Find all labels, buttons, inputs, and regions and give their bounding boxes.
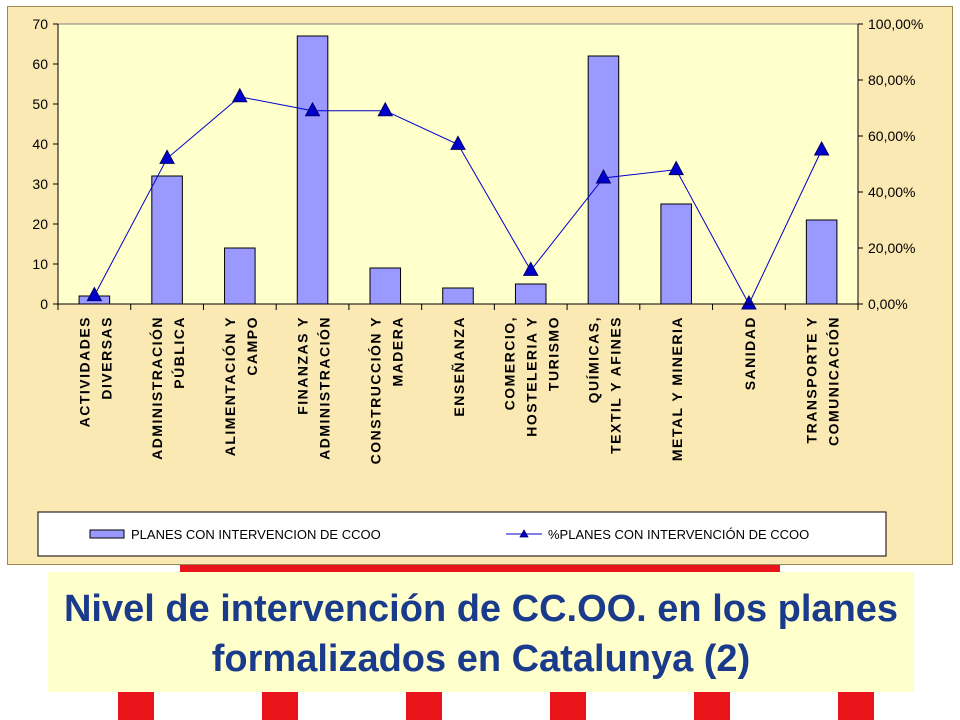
percent-point [304,101,321,117]
bar [151,175,183,305]
background-stripe [406,690,442,720]
background-stripe [694,690,730,720]
category-label-line: TRANSPORTE Y [804,316,820,443]
bar [296,35,329,305]
category-label-line: ENSEÑANZA [450,316,467,417]
bar [442,287,474,305]
legend-box [37,511,887,557]
category-label: METAL Y MINERIA [669,316,685,461]
bar [660,203,692,305]
category-label-line: COMERCIO, [502,316,518,410]
category-label-line: TEXTIL Y AFINES [607,316,623,454]
bar [224,247,256,305]
category-label-line: TURISMO [546,316,562,391]
right-axis-tick-label: 80,00% [868,72,915,88]
category-label: SANIDAD [742,316,758,390]
category-label-line: FINANZAS Y [295,316,311,415]
slide-title: Nivel de intervención de CC.OO. en los p… [63,588,899,680]
percent-point [450,135,466,150]
left-axis-tick-label: 30 [32,176,48,192]
left-axis-tick-label: 40 [32,136,48,152]
category-label: CONSTRUCCIÓN Y MADERA [366,316,405,464]
percent-point [86,286,103,302]
category-label-line: COMUNICACIÓN [825,316,842,446]
category-label-line: SANIDAD [742,316,758,390]
category-label: QUÍMICAS, TEXTIL Y AFINES [585,316,623,454]
left-axis-tick-label: 70 [32,16,48,32]
background-stripe [262,690,298,720]
percent-point [741,294,757,310]
percent-point [522,261,539,276]
bar [514,283,547,305]
left-axis-tick-label: 10 [32,256,48,272]
category-label-line: DIVERSAS [98,316,114,400]
category-label: COMERCIO, HOSTELERIA Y TURISMO [502,316,562,437]
category-label-line: QUÍMICAS, [585,316,601,403]
category-label: ACTIVIDADES DIVERSAS [76,316,114,427]
percent-point [813,140,830,156]
category-label-line: METAL Y MINERIA [669,316,685,461]
category-label-line: ALIMENTACIÓN Y [221,316,238,456]
background-stripe [118,690,154,720]
category-label-line: CONSTRUCCIÓN Y [366,316,383,464]
bar [805,219,838,305]
left-axis-tick-label: 50 [32,96,48,112]
category-label-line: MADERA [389,316,405,386]
right-axis-tick-label: 20,00% [868,240,915,256]
category-label: FINANZAS Y ADMINISTRACIÓN [295,316,333,460]
background-stripe [550,690,586,720]
category-label: ALIMENTACIÓN Y CAMPO [221,316,260,456]
category-label: ENSEÑANZA [450,316,467,417]
category-label-line: ADMINISTRACIÓN [148,316,165,460]
right-axis-tick-label: 60,00% [868,128,915,144]
plot-area [57,23,859,305]
percent-point [377,101,394,117]
bar [369,267,402,305]
right-axis-tick-label: 100,00% [868,16,923,32]
category-label-line: ACTIVIDADES [76,316,92,427]
left-axis-tick-label: 20 [32,216,48,232]
percent-point [595,168,612,184]
category-label-line: CAMPO [244,316,260,376]
category-label-line: HOSTELERIA Y [524,316,540,437]
category-label-line: ADMINISTRACIÓN [316,316,333,460]
background-stripe [838,690,874,720]
percent-point [231,87,248,103]
right-axis-tick-label: 40,00% [868,184,915,200]
legend-bar-label: PLANES CON INTERVENCION DE CCOO [131,527,381,542]
right-axis-tick-label: 0,00% [868,296,908,312]
category-label-line: PÚBLICA [170,316,187,389]
left-axis-tick-label: 60 [32,56,48,72]
category-label: TRANSPORTE Y COMUNICACIÓN [804,316,842,446]
legend-line-marker [519,529,529,538]
legend-bar-swatch [89,529,125,539]
percent-point [159,149,175,164]
category-label: ADMINISTRACIÓN PÚBLICA [148,316,187,460]
left-axis-tick-label: 0 [40,296,48,312]
slide-title-box: Nivel de intervención de CC.OO. en los p… [48,572,914,692]
percent-point [668,160,685,176]
legend-line-label: %PLANES CON INTERVENCIÓN DE CCOO [548,527,809,542]
